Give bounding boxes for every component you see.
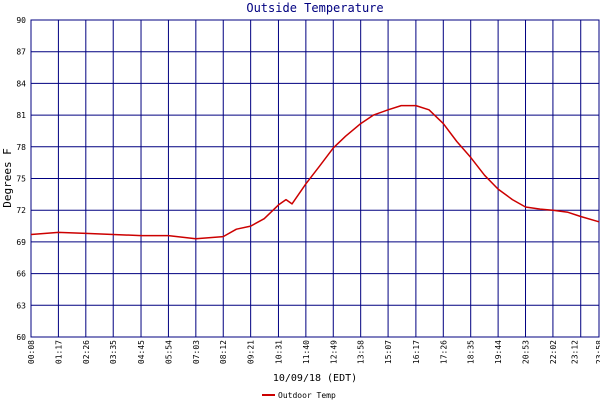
y-axis-label: Degrees F xyxy=(1,148,14,208)
x-tick-label: 17:26 xyxy=(439,340,448,364)
x-tick-label: 08:12 xyxy=(219,340,228,364)
x-axis-label: 10/09/18 (EDT) xyxy=(273,373,357,384)
y-tick-label: 69 xyxy=(16,238,26,247)
x-tick-label: 15:07 xyxy=(384,340,393,364)
x-tick-label: 19:44 xyxy=(494,340,503,364)
x-tick-label: 07:03 xyxy=(192,340,201,364)
x-tick-label: 23:12 xyxy=(571,340,580,364)
y-tick-label: 81 xyxy=(16,111,26,120)
series-line-outdoor-temp xyxy=(30,104,600,240)
x-tick-label: 05:54 xyxy=(164,340,173,364)
y-tick-label: 66 xyxy=(16,270,26,279)
x-tick-label: 02:26 xyxy=(82,340,91,364)
x-tick-label: 01:17 xyxy=(54,340,63,364)
y-tick-labels: 60 63 66 69 72 75 78 81 84 87 90 xyxy=(16,16,26,342)
x-tick-label: 03:35 xyxy=(109,340,118,364)
x-tick-label: 00:08 xyxy=(27,340,36,364)
x-tick-label: 11:40 xyxy=(302,340,311,364)
y-tick-label: 75 xyxy=(16,175,26,184)
x-tick-label: 12:49 xyxy=(329,340,338,364)
y-tick-label: 84 xyxy=(16,79,26,88)
x-tick-label: 23:58 xyxy=(595,340,600,364)
x-tick-label: 13:58 xyxy=(357,340,366,364)
y-tick-label: 90 xyxy=(16,16,26,25)
x-tick-labels: 00:08 01:17 02:26 03:35 04:45 05:54 07:03 08:12… xyxy=(27,340,600,364)
y-tick-label: 60 xyxy=(16,333,26,342)
x-tick-label: 20:53 xyxy=(522,340,531,364)
grid-lines xyxy=(30,19,600,338)
x-tick-label: 09:21 xyxy=(247,340,256,364)
x-tick-label: 16:17 xyxy=(412,340,421,364)
x-tick-label: 04:45 xyxy=(137,340,146,364)
chart-title: Outside Temperature xyxy=(246,1,383,15)
y-tick-label: 78 xyxy=(16,143,26,152)
series-lines xyxy=(30,104,600,240)
y-tick-label: 87 xyxy=(16,48,26,57)
y-tick-label: 63 xyxy=(16,301,26,310)
legend-label: Outdoor Temp xyxy=(278,391,336,400)
y-tick-label: 72 xyxy=(16,206,26,215)
x-tick-label: 22:02 xyxy=(549,340,558,364)
x-tick-label: 18:35 xyxy=(467,340,476,364)
legend: Outdoor Temp xyxy=(262,391,336,400)
x-tick-label: 10:31 xyxy=(274,340,283,364)
